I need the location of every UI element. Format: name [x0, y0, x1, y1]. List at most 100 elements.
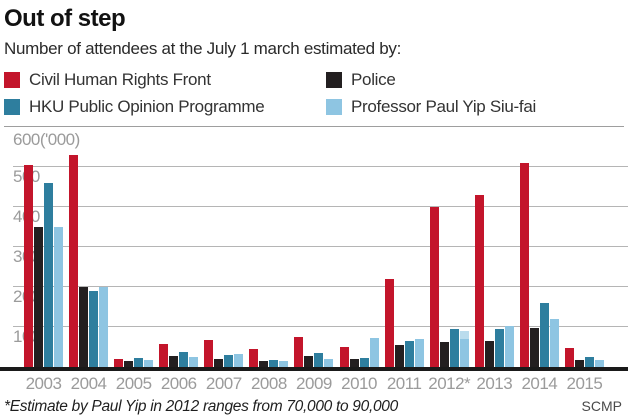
legend-label: Civil Human Rights Front	[29, 70, 211, 90]
bar	[574, 360, 584, 368]
legend-swatch-lightblue	[326, 99, 342, 116]
bars	[249, 348, 289, 368]
bar	[549, 319, 559, 368]
x-tick-label-2006: 2006	[160, 374, 197, 394]
bars	[339, 338, 379, 368]
bars	[69, 155, 109, 368]
x-tick-label-2014: 2014	[521, 374, 558, 394]
legend-swatch-black	[326, 72, 342, 89]
bars	[564, 348, 604, 368]
bars	[429, 207, 469, 368]
bar	[394, 345, 404, 368]
legend-label: Professor Paul Yip Siu-fai	[351, 97, 536, 117]
bar	[564, 348, 574, 368]
x-tick-label-2008: 2008	[250, 374, 287, 394]
bar-group-2004: 2004	[69, 155, 109, 393]
legend-label: HKU Public Opinion Programme	[29, 97, 265, 117]
bar	[124, 361, 134, 368]
bar-group-2015: 2015	[564, 348, 604, 393]
bars	[24, 165, 63, 368]
bars	[114, 358, 154, 368]
x-tick-label-2009: 2009	[296, 374, 332, 394]
bar	[269, 359, 279, 368]
x-tick-label-2010: 2010	[341, 374, 377, 394]
x-tick-label-2005: 2005	[115, 374, 152, 394]
bar	[594, 359, 604, 368]
x-tick-label-2013: 2013	[476, 374, 513, 394]
bar-group-2014: 2014	[519, 163, 559, 393]
x-tick-label-2004: 2004	[70, 374, 107, 394]
gridline-100	[13, 326, 628, 328]
bar	[234, 353, 244, 368]
legend-item-hku: HKU Public Opinion Programme	[4, 94, 326, 120]
bar	[214, 359, 224, 368]
bar	[439, 342, 449, 368]
bar	[404, 341, 414, 368]
bar	[324, 359, 334, 368]
bar	[339, 347, 349, 368]
bars	[384, 279, 424, 368]
legend-label: Police	[351, 70, 396, 90]
x-tick-label-2011: 2011	[386, 374, 422, 394]
footer: *Estimate by Paul Yip in 2012 ranges fro…	[4, 398, 622, 416]
x-tick-label-2012: 2012*	[428, 374, 471, 394]
gridline-200	[13, 286, 628, 288]
legend-item-chrf: Civil Human Rights Front	[4, 67, 326, 93]
bar	[474, 195, 484, 368]
bar	[44, 183, 53, 368]
y-axis-unit-label: 600('000)	[13, 130, 80, 150]
bar	[539, 303, 549, 368]
bar	[494, 328, 504, 368]
bar	[249, 348, 259, 368]
bar	[369, 338, 379, 368]
bar	[69, 155, 79, 368]
bar	[414, 339, 424, 368]
gridline-400	[13, 206, 628, 208]
bar	[529, 327, 539, 368]
gridline-500	[13, 166, 628, 168]
bar	[359, 357, 369, 368]
x-axis-baseline	[0, 367, 628, 372]
source-credit: SCMP	[581, 398, 622, 414]
bar-group-2009: 2009	[294, 337, 334, 393]
bar	[584, 357, 594, 368]
page-title: Out of step	[4, 5, 126, 32]
bar-group-2011: 2011	[384, 279, 424, 393]
bar	[314, 353, 324, 368]
bar	[294, 337, 304, 368]
bar	[54, 227, 63, 368]
bar	[99, 287, 109, 368]
bar	[79, 287, 89, 368]
x-tick-label-2003: 2003	[25, 374, 62, 394]
bars	[204, 340, 244, 368]
chart-subtitle: Number of attendees at the July 1 march …	[4, 39, 402, 59]
bar-group-2005: 2005	[114, 358, 154, 393]
x-tick-label-2015: 2015	[566, 374, 603, 394]
bar	[504, 326, 514, 368]
bar	[484, 341, 494, 368]
footnote: *Estimate by Paul Yip in 2012 ranges fro…	[4, 398, 398, 415]
bar-group-2012: 2012*	[428, 207, 471, 393]
bar	[179, 352, 189, 368]
bar	[459, 331, 469, 368]
bar-group-2003: 2003	[24, 165, 63, 393]
legend: Civil Human Rights Front Police HKU Publ…	[4, 67, 624, 120]
bar	[224, 354, 234, 368]
legend-item-yip: Professor Paul Yip Siu-fai	[326, 94, 624, 120]
bar	[189, 357, 199, 368]
bar	[304, 356, 314, 368]
bar	[34, 227, 43, 368]
bar-groups: 2003 2004 2005 2006 2007 2008 2009 2010 2011 2012…	[0, 127, 628, 393]
bar	[384, 279, 394, 368]
bars	[519, 163, 559, 368]
bars	[159, 344, 199, 368]
bar-group-2007: 2007	[204, 340, 244, 393]
bar-group-2010: 2010	[339, 338, 379, 393]
bar	[134, 358, 144, 368]
bar	[24, 165, 33, 368]
bar	[144, 359, 154, 368]
range-cap	[459, 331, 469, 340]
bar-group-2013: 2013	[474, 195, 514, 393]
bar	[169, 356, 179, 368]
